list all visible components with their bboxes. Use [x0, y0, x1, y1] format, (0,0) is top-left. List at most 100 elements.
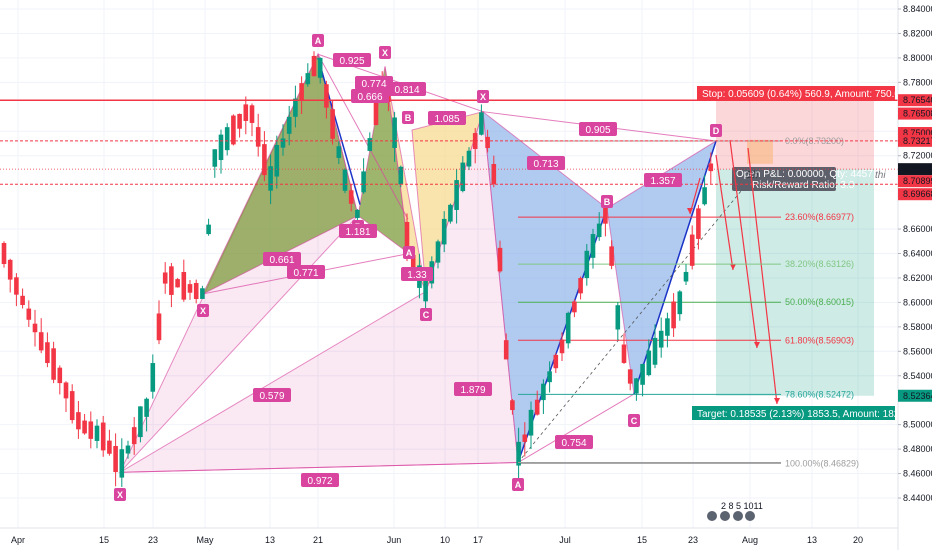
price-tick-label: 8.60000: [903, 297, 932, 307]
arrow-head: [730, 264, 736, 270]
event-badge: [707, 511, 717, 521]
candle-body: [646, 350, 652, 376]
point-label: B: [604, 197, 611, 207]
ratio-badge: [555, 435, 593, 449]
ratio-label: 1.33: [407, 270, 427, 281]
time-tick-label: 21: [313, 535, 323, 545]
point-badge: [402, 111, 414, 124]
fib-label: 61.80%(8.56903): [785, 335, 854, 345]
candle-body: [107, 440, 112, 454]
price-tick-label: 8.62000: [903, 273, 932, 283]
point-label: D: [713, 126, 720, 136]
candle-body: [293, 98, 298, 117]
price-tick-label: 8.78000: [903, 77, 932, 87]
candle-body: [466, 150, 472, 167]
candle-body: [181, 271, 187, 300]
trend-line: [317, 57, 361, 205]
event-badge-counts: 2 8 5 1011: [721, 501, 763, 511]
point-badge: [114, 488, 126, 501]
price-flag: [898, 163, 932, 176]
candle-body: [708, 163, 714, 172]
candle-body: [169, 266, 174, 295]
ratio-label: 0.905: [585, 125, 610, 136]
ratio-badge: [454, 382, 492, 396]
point-label: X: [382, 48, 388, 58]
arrow-head: [754, 342, 760, 348]
candle-body: [200, 288, 205, 299]
price-flag: [898, 389, 932, 402]
time-tick-label: May: [196, 535, 214, 545]
candle-body: [590, 234, 596, 258]
candle-body: [131, 427, 137, 445]
candle-body: [206, 224, 211, 235]
target-zone: [716, 169, 874, 396]
point-label: X: [200, 306, 206, 316]
candle-body: [479, 112, 484, 135]
candle-body: [553, 354, 559, 369]
price-tick-label: 8.58000: [903, 322, 932, 332]
candle-body: [231, 115, 236, 145]
time-tick-label: 23: [148, 535, 158, 545]
ratio-label: 1.085: [434, 114, 459, 125]
candle-body: [243, 104, 249, 121]
candle-body: [1, 242, 7, 265]
point-label: A: [315, 36, 322, 46]
candle-body: [45, 342, 50, 364]
price-flag-label: 8.76540: [903, 95, 932, 105]
event-badge: [733, 511, 743, 521]
candle-body: [330, 109, 335, 139]
candle-body: [305, 73, 311, 85]
price-flag: [898, 127, 932, 140]
ratio-badge: [333, 53, 371, 67]
candle-body: [596, 223, 602, 238]
candle-body: [311, 55, 317, 77]
candle-body: [355, 209, 360, 218]
candle-body: [76, 412, 81, 430]
ratio-label: 1.357: [650, 176, 675, 187]
horizontal-lines: [0, 99, 898, 464]
candle-body: [497, 247, 503, 272]
arrow-head: [687, 208, 693, 214]
harmonic-patterns: [118, 52, 761, 473]
point-badge: [379, 46, 391, 59]
event-badge: [745, 511, 755, 521]
long-position-tool: Stop: 0.05609 (0.64%) 560.9, Amount: 750…: [687, 86, 914, 420]
price-tick-label: 8.54000: [903, 371, 932, 381]
candle-body: [410, 254, 416, 271]
target-label-box: [692, 406, 895, 420]
candle-body: [224, 127, 230, 151]
candle-body: [373, 99, 379, 126]
point-badge: [628, 414, 640, 427]
candle-body: [317, 57, 323, 78]
candle-body: [491, 163, 497, 185]
ratio-label: 0.661: [269, 255, 294, 266]
time-tick-label: Jun: [387, 535, 402, 545]
fib-label: 23.60%(8.66977): [785, 212, 854, 222]
time-tick-label: 13: [807, 535, 817, 545]
candle-body: [26, 308, 32, 320]
candle-body: [621, 344, 627, 363]
candle-body: [51, 348, 56, 380]
price-flag-label: 8.70899: [903, 176, 932, 186]
price-tick-label: 8.50000: [903, 420, 932, 430]
time-tick-label: 10: [440, 535, 450, 545]
projection-arrow: [747, 147, 778, 405]
price-tick-label: 8.80000: [903, 53, 932, 63]
candle-body: [652, 337, 658, 365]
ratio-label: 0.925: [339, 56, 364, 67]
candle-body: [286, 116, 292, 134]
price-flag: [898, 134, 932, 147]
candle-body: [14, 277, 19, 295]
candle-body: [534, 399, 540, 415]
time-tick-label: 23: [688, 535, 698, 545]
candle-body: [634, 378, 639, 394]
candle-body: [88, 421, 94, 439]
price-flag-label: 8.52364: [903, 391, 932, 401]
candle-body: [324, 84, 329, 108]
candle-body: [572, 301, 577, 313]
candle-body: [162, 272, 168, 284]
price-tick-label: 8.84000: [903, 4, 932, 14]
ratio-badge: [428, 111, 466, 125]
